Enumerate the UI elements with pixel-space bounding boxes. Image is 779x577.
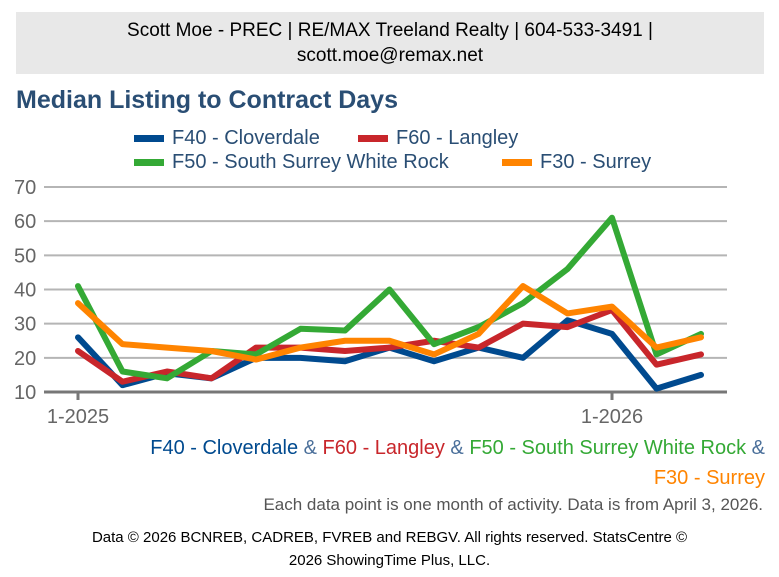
legend-label: F40 - Cloverdale [172,127,320,149]
legend-swatch [358,135,388,142]
legend-swatch [134,159,164,166]
legend-item-langley: F60 - Langley [358,127,518,150]
summary-amp: & [751,437,765,459]
y-tick-label: 70 [14,177,36,199]
legend-swatch [502,159,532,166]
summary-south-surrey: F50 - South Surrey White Rock [469,437,747,459]
legend-item-cloverdale: F40 - Cloverdale [134,127,320,150]
summary-langley: F60 - Langley [322,437,445,459]
legend-label: F50 - South Surrey White Rock [172,151,449,173]
agent-header-line1: Scott Moe - PREC | RE/MAX Treeland Realt… [127,20,653,41]
y-tick-label: 10 [14,382,36,404]
summary-amp: & [303,437,317,459]
x-tick-label: 1-2026 [581,406,643,428]
x-tick-label: 1-2025 [47,406,109,428]
y-tick-label: 40 [14,280,36,302]
summary-cloverdale: F40 - Cloverdale [150,437,299,459]
series-line-f50-south-surrey-white-rock [75,214,704,382]
line-chart: 10 20 30 40 50 60 70 1-2025 1-2026 [14,177,727,428]
series-line-f60-langley [75,307,704,385]
series-line-f30-surrey [75,283,704,363]
legend-item-surrey: F30 - Surrey [502,151,651,174]
copyright-line1: Data © 2026 BCNREB, CADREB, FVREB and RE… [91,529,688,546]
data-note: Each data point is one month of activity… [263,495,763,514]
agent-header-line2: scott.moe@remax.net [296,45,484,66]
copyright: Data © 2026 BCNREB, CADREB, FVREB and RE… [0,526,779,572]
series-summary: F40 - Cloverdale & F60 - Langley & F50 -… [125,433,765,493]
y-tick-label: 50 [14,245,36,267]
y-tick-label: 20 [14,348,36,370]
summary-amp: & [450,437,464,459]
legend-item-south-surrey: F50 - South Surrey White Rock [134,151,449,174]
legend-label: F30 - Surrey [540,151,652,173]
agent-header: Scott Moe - PREC | RE/MAX Treeland Realt… [16,12,764,74]
copyright-line2: 2026 ShowingTime Plus, LLC. [288,552,491,569]
summary-surrey: F30 - Surrey [653,467,765,489]
chart-title: Median Listing to Contract Days [16,86,398,114]
y-tick-label: 30 [14,314,36,336]
y-tick-label: 60 [14,211,36,233]
legend-label: F60 - Langley [396,127,519,149]
legend-swatch [134,135,164,142]
